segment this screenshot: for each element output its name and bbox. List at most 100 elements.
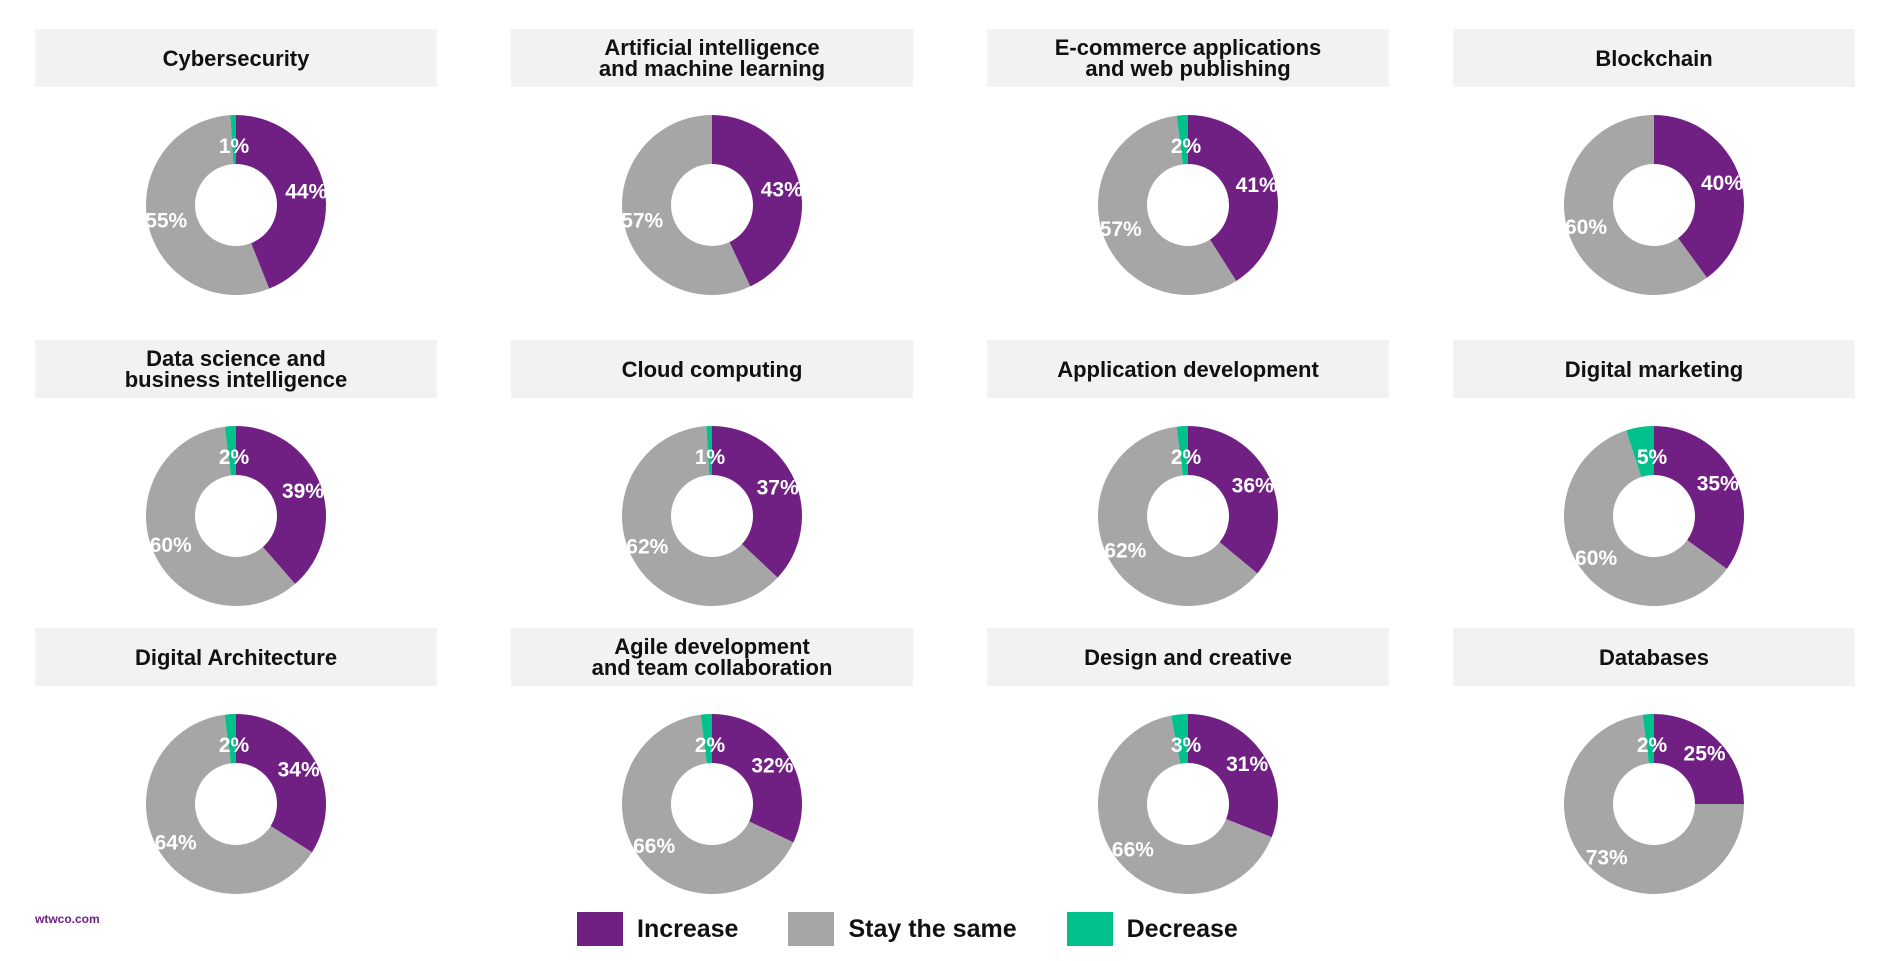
slice-increase bbox=[712, 714, 802, 843]
donut-chart: 35% 60% 5% bbox=[1564, 426, 1744, 606]
slice-increase bbox=[1654, 426, 1744, 569]
data-label-increase: 37% bbox=[757, 477, 799, 500]
legend-label-increase: Increase bbox=[637, 914, 739, 943]
data-label-increase: 34% bbox=[278, 759, 320, 782]
source-credit: wtwco.com bbox=[35, 912, 100, 926]
data-label-decrease: 1% bbox=[219, 135, 250, 158]
data-label-same: 55% bbox=[145, 210, 187, 233]
data-label-same: 60% bbox=[1565, 216, 1607, 239]
donut-title: Cybersecurity bbox=[35, 29, 437, 87]
data-label-increase: 25% bbox=[1684, 742, 1726, 765]
legend-item-same: Stay the same bbox=[788, 912, 1017, 946]
slice-decrease bbox=[1171, 714, 1188, 764]
slice-same bbox=[622, 115, 751, 295]
legend-swatch-same bbox=[788, 912, 835, 946]
slice-same bbox=[1564, 430, 1727, 606]
data-label-same: 62% bbox=[1104, 539, 1146, 562]
donut-panel: Cloud computing 37% 62% 1% bbox=[511, 340, 913, 630]
data-label-increase: 40% bbox=[1701, 172, 1743, 195]
donut-panel: Databases 25% 73% 2% bbox=[1453, 628, 1855, 918]
data-label-decrease: 2% bbox=[219, 734, 250, 757]
donut-panel: Agile development and team collaboration… bbox=[511, 628, 913, 918]
data-label-same: 60% bbox=[150, 534, 192, 557]
donut-panel: Application development 36% 62% 2% bbox=[987, 340, 1389, 630]
donut-chart: 32% 66% 2% bbox=[622, 714, 802, 894]
slice-decrease bbox=[1626, 426, 1654, 478]
data-label-decrease: 3% bbox=[1171, 734, 1202, 757]
donut-title: Digital Architecture bbox=[35, 628, 437, 686]
donut-chart: 34% 64% 2% bbox=[146, 714, 326, 894]
data-label-increase: 32% bbox=[751, 755, 793, 778]
data-label-decrease: 5% bbox=[1637, 446, 1668, 469]
data-label-increase: 35% bbox=[1697, 473, 1739, 496]
slice-same bbox=[146, 115, 270, 295]
data-label-same: 62% bbox=[626, 535, 668, 558]
data-label-increase: 44% bbox=[285, 181, 327, 204]
data-label-increase: 43% bbox=[761, 178, 803, 201]
data-label-same: 66% bbox=[633, 835, 675, 858]
slice-decrease bbox=[1176, 115, 1188, 165]
slice-decrease bbox=[706, 426, 712, 476]
slice-same bbox=[1098, 115, 1237, 295]
slice-decrease bbox=[224, 426, 236, 476]
legend-label-decrease: Decrease bbox=[1126, 914, 1238, 943]
legend-swatch-decrease bbox=[1066, 912, 1113, 946]
donut-chart: 31% 66% 3% bbox=[1098, 714, 1278, 894]
data-label-increase: 39% bbox=[282, 480, 324, 503]
donut-panel: Cybersecurity 44% 55% 1% bbox=[35, 29, 437, 319]
donut-chart: 25% 73% 2% bbox=[1564, 714, 1744, 894]
donut-title: Digital marketing bbox=[1453, 340, 1855, 398]
donut-chart: 43% 57% bbox=[621, 115, 803, 295]
data-label-same: 57% bbox=[1100, 218, 1142, 241]
legend-swatch-increase bbox=[577, 912, 623, 946]
donut-panel: Digital Architecture 34% 64% 2% bbox=[35, 628, 437, 918]
slice-increase bbox=[236, 115, 326, 289]
slice-increase bbox=[236, 426, 327, 584]
slice-decrease bbox=[1176, 426, 1188, 476]
data-label-increase: 31% bbox=[1226, 753, 1268, 776]
slice-same bbox=[1098, 426, 1258, 606]
data-label-same: 73% bbox=[1586, 847, 1628, 870]
slice-same bbox=[146, 426, 296, 606]
donut-chart: 36% 62% 2% bbox=[1098, 426, 1278, 606]
donut-title: E-commerce applications and web publishi… bbox=[987, 29, 1389, 87]
data-label-same: 66% bbox=[1112, 839, 1154, 862]
legend-item-increase: Increase bbox=[577, 912, 738, 946]
slice-decrease bbox=[1642, 714, 1654, 764]
data-label-decrease: 2% bbox=[695, 734, 726, 757]
slice-increase bbox=[1188, 115, 1278, 281]
slice-same bbox=[622, 426, 778, 606]
donut-panel: Data science and business intelligence 39… bbox=[35, 340, 437, 630]
slice-decrease bbox=[230, 115, 236, 165]
data-label-increase: 36% bbox=[1232, 475, 1274, 498]
donut-title: Databases bbox=[1453, 628, 1855, 686]
slice-same bbox=[1564, 714, 1744, 894]
slice-increase bbox=[1188, 714, 1278, 838]
donut-panel: Artificial intelligence and machine lear… bbox=[511, 29, 913, 319]
data-label-decrease: 2% bbox=[219, 446, 250, 469]
slice-same bbox=[1564, 115, 1707, 295]
slice-increase bbox=[712, 115, 802, 287]
donut-chart: 44% 55% 1% bbox=[145, 115, 328, 295]
donut-chart: 41% 57% 2% bbox=[1098, 115, 1278, 295]
slice-increase bbox=[236, 714, 326, 853]
data-label-same: 60% bbox=[1575, 547, 1617, 570]
donut-panel: Digital marketing 35% 60% 5% bbox=[1453, 340, 1855, 630]
donut-chart: 40% 60% bbox=[1564, 115, 1744, 295]
slice-same bbox=[146, 714, 312, 894]
slice-decrease bbox=[224, 714, 236, 764]
donut-title: Artificial intelligence and machine lear… bbox=[511, 29, 913, 87]
data-label-increase: 41% bbox=[1236, 174, 1278, 197]
data-label-same: 64% bbox=[155, 831, 197, 854]
donut-panel: Design and creative 31% 66% 3% bbox=[987, 628, 1389, 918]
donut-title: Cloud computing bbox=[511, 340, 913, 398]
data-label-decrease: 2% bbox=[1637, 734, 1668, 757]
legend-item-decrease: Decrease bbox=[1066, 912, 1238, 946]
data-label-decrease: 2% bbox=[1171, 135, 1202, 158]
legend: Increase Stay the same Decrease bbox=[577, 912, 1288, 946]
data-label-same: 57% bbox=[621, 210, 663, 233]
donut-panel: E-commerce applications and web publishi… bbox=[987, 29, 1389, 319]
slice-same bbox=[1098, 715, 1272, 894]
donut-title: Blockchain bbox=[1453, 29, 1855, 87]
slice-decrease bbox=[700, 714, 712, 764]
